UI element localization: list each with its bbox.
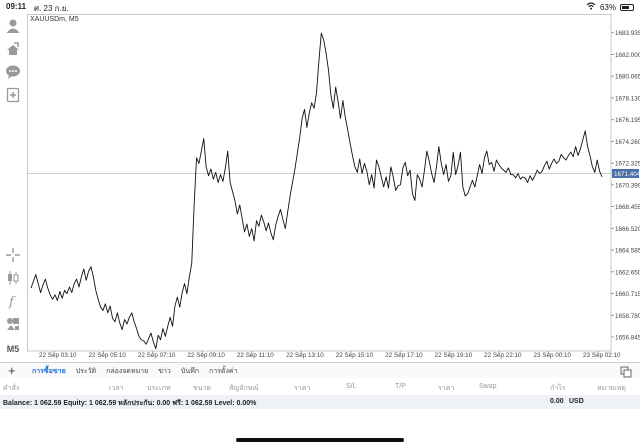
y-tick-label: 1666.520 (615, 226, 640, 233)
col-price[interactable]: ราคา (294, 385, 311, 392)
y-tick-label: 1658.780 (615, 313, 640, 320)
col-volume[interactable]: ขนาด (193, 385, 212, 392)
balance-currency: USD (569, 398, 584, 405)
y-tick-label: 1674.260 (615, 139, 640, 146)
bottom-tabs-bar: + การซื้อขาย ประวัติ กล่องจดหมาย ข่าว บั… (0, 362, 640, 378)
col-comment[interactable]: หมายเหตุ (597, 385, 626, 392)
x-tick-label: 22 Sep 03:10 (39, 352, 77, 359)
terminal-tabs: การซื้อขาย ประวัติ กล่องจดหมาย ข่าว บันท… (32, 366, 237, 377)
x-tick-label: 22 Sep 17:10 (385, 352, 423, 359)
price-series-line (30, 32, 603, 350)
chart-canvas[interactable]: 1683.935 1682.000 1680.065 1678.130 1676.195… (27, 14, 640, 359)
y-tick-label: 1683.935 (615, 30, 640, 37)
price-chart[interactable]: 1683.935 1682.000 1680.065 1678.130 1676.195… (27, 14, 640, 359)
balance-summary: Balance: 1 062.59 Equity: 1 062.59 หลักป… (3, 400, 257, 407)
orders-column-headers: คำสั่ง เวลา ประเภท ขนาด สัญลักษณ์ ราคา S… (0, 380, 640, 394)
tab-news[interactable]: ข่าว (158, 368, 171, 375)
plot-frame (27, 14, 612, 352)
battery-icon (620, 3, 634, 11)
crosshair-icon[interactable] (4, 246, 22, 264)
chat-icon[interactable] (4, 63, 22, 81)
y-tick-label: 1662.650 (615, 269, 640, 276)
x-tick-label: 22 Sep 19:10 (435, 352, 473, 359)
current-price-marker: 1671.404 (612, 168, 640, 178)
tab-trade[interactable]: การซื้อขาย (32, 368, 66, 375)
y-tick-label: 1670.390 (615, 182, 640, 189)
status-time: 09:11 (6, 2, 27, 11)
x-tick-label: 22 Sep 07:10 (138, 352, 176, 359)
x-tick-label: 22 Sep 09:10 (187, 352, 225, 359)
x-tick-label: 22 Sep 05:10 (88, 352, 126, 359)
y-tick-label: 1660.715 (615, 291, 640, 298)
status-bar: 09:11 ศ. 23 ก.ย. 63% (0, 0, 640, 14)
wifi-icon (586, 2, 596, 12)
battery-percent: 63% (599, 2, 616, 12)
current-price-label: 1671.404 (614, 171, 640, 178)
layout-toggle-icon[interactable] (620, 365, 632, 378)
col-profit[interactable]: กำไร (550, 385, 566, 392)
tab-journal[interactable]: บันทึก (180, 368, 199, 375)
y-tick-label: 1676.195 (615, 117, 640, 124)
x-tick-label: 23 Sep 02:10 (583, 352, 621, 359)
candlestick-icon[interactable] (4, 269, 22, 287)
home-indicator (236, 438, 404, 442)
y-tick-label: 1682.000 (615, 52, 640, 59)
x-tick-label: 22 Sep 11:10 (237, 352, 274, 359)
x-tick-label: 22 Sep 15:10 (336, 352, 374, 359)
tab-mailbox[interactable]: กล่องจดหมาย (106, 368, 149, 375)
y-tick-label: 1672.325 (615, 161, 640, 168)
balance-bar: Balance: 1 062.59 Equity: 1 062.59 หลักป… (0, 395, 640, 409)
add-icon[interactable]: + (8, 363, 16, 378)
y-tick-label: 1664.585 (615, 248, 640, 255)
left-toolbar: f M5 (0, 14, 27, 359)
col-symbol[interactable]: สัญลักษณ์ (229, 385, 259, 392)
x-tick-label: 23 Sep 00:10 (534, 352, 572, 359)
timeframe-button[interactable]: M5 (6, 344, 20, 354)
user-icon[interactable] (4, 17, 22, 35)
col-sl[interactable]: S/L (346, 383, 357, 390)
chart-symbol-label: XAUUSDm, M5 (30, 16, 79, 23)
indicator-icon[interactable]: f (4, 292, 22, 310)
y-tick-label: 1668.455 (615, 204, 640, 211)
tab-history[interactable]: ประวัติ (75, 368, 97, 375)
col-type[interactable]: ประเภท (147, 385, 171, 392)
svg-text:f: f (8, 295, 16, 309)
y-tick-label: 1656.845 (615, 335, 640, 342)
balance-profit: 0.00 (550, 398, 564, 405)
status-indicators: 63% (586, 2, 634, 12)
tab-settings[interactable]: การตั้งค่า (208, 368, 238, 375)
y-tick-label: 1680.065 (615, 74, 640, 81)
x-tick-label: 22 Sep 13:10 (286, 352, 324, 359)
col-time[interactable]: เวลา (109, 385, 124, 392)
col-current-price[interactable]: ราคา (438, 385, 455, 392)
col-tp[interactable]: T/P (395, 383, 406, 390)
accounts-icon[interactable] (4, 40, 22, 58)
objects-icon[interactable] (4, 315, 22, 333)
x-tick-label: 22 Sep 22:10 (484, 352, 522, 359)
y-tick-label: 1678.130 (615, 95, 640, 102)
new-order-icon[interactable] (4, 86, 22, 104)
status-date: ศ. 23 ก.ย. (34, 4, 69, 13)
col-order[interactable]: คำสั่ง (3, 385, 20, 392)
col-swap[interactable]: Swap (479, 383, 497, 390)
